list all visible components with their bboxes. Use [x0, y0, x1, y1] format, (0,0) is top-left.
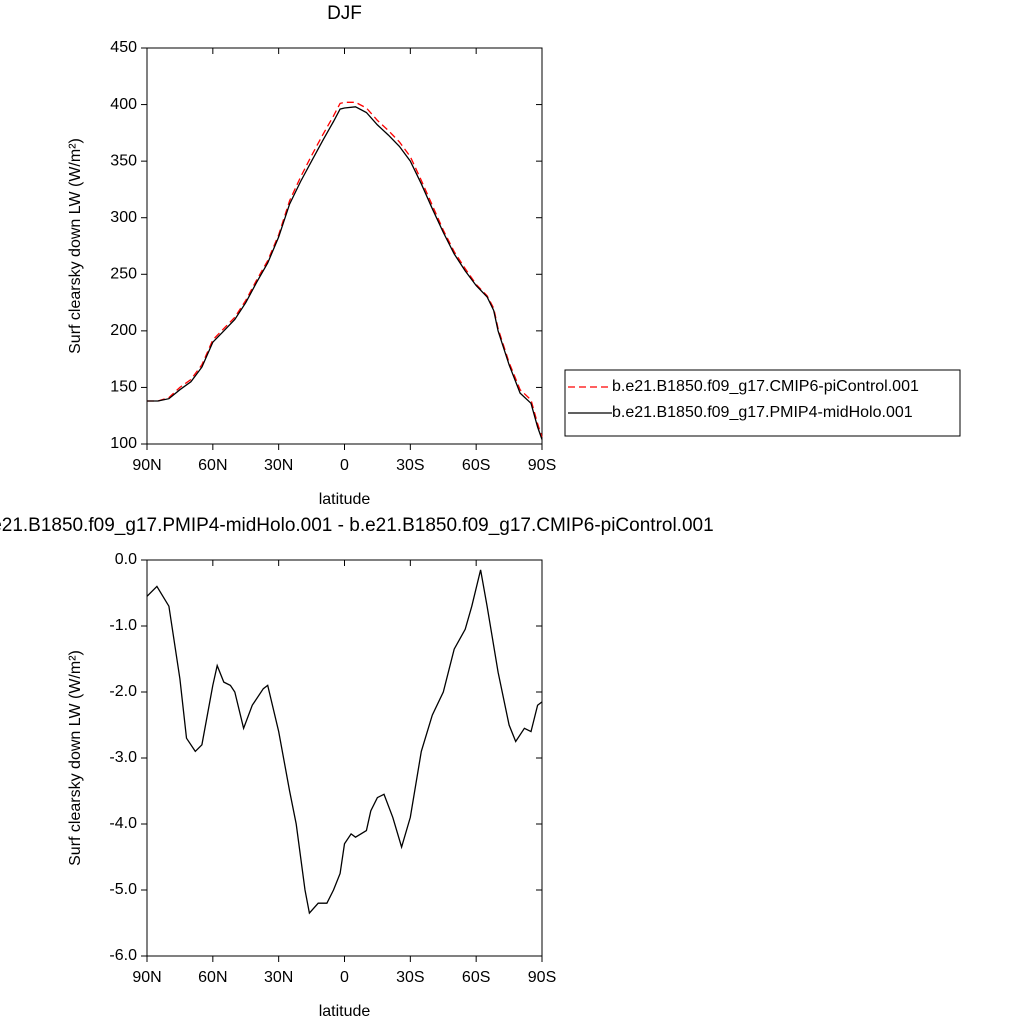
x-axis-label: latitude — [319, 491, 371, 508]
y-tick-label: 450 — [110, 39, 137, 56]
x-tick-label: 0 — [340, 969, 349, 986]
data-line — [146, 569, 543, 915]
y-tick-label: -3.0 — [109, 749, 137, 766]
chart-title: DJF — [327, 3, 362, 24]
data-line — [147, 101, 543, 438]
x-tick-label: 60N — [198, 969, 227, 986]
y-tick-label: 250 — [110, 266, 137, 283]
y-axis-label: Surf clearsky down LW (W/m²) — [67, 138, 84, 354]
y-axis-label: Surf clearsky down LW (W/m²) — [67, 650, 84, 866]
y-tick-label: 100 — [110, 435, 137, 452]
y-tick-label: 350 — [110, 152, 137, 169]
y-tick-label: -2.0 — [109, 683, 137, 700]
x-tick-label: 30S — [396, 969, 424, 986]
y-tick-label: -1.0 — [109, 617, 137, 634]
legend-label: b.e21.B1850.f09_g17.CMIP6-piControl.001 — [612, 378, 919, 395]
x-tick-label: 90N — [132, 969, 161, 986]
chart-title: b.e21.B1850.f09_g17.PMIP4-midHolo.001 - … — [0, 515, 714, 536]
legend-box — [564, 369, 961, 437]
y-tick-label: 0.0 — [115, 551, 137, 568]
x-tick-label: 30N — [264, 969, 293, 986]
x-tick-label: 90S — [528, 457, 556, 474]
y-tick-label: 150 — [110, 379, 137, 396]
data-line — [147, 106, 543, 440]
plot-frame — [146, 559, 543, 957]
x-axis-label: latitude — [319, 1003, 371, 1020]
x-tick-label: 30N — [264, 457, 293, 474]
x-tick-label: 90N — [132, 457, 161, 474]
y-tick-label: 200 — [110, 322, 137, 339]
y-tick-label: 300 — [110, 209, 137, 226]
legend-label: b.e21.B1850.f09_g17.PMIP4-midHolo.001 — [612, 404, 913, 421]
x-tick-label: 30S — [396, 457, 424, 474]
x-tick-label: 90S — [528, 969, 556, 986]
x-tick-label: 60S — [462, 969, 490, 986]
x-tick-label: 0 — [340, 457, 349, 474]
x-tick-label: 60S — [462, 457, 490, 474]
x-tick-label: 60N — [198, 457, 227, 474]
y-tick-label: -5.0 — [109, 881, 137, 898]
y-tick-label: -6.0 — [109, 947, 137, 964]
y-tick-label: 400 — [110, 96, 137, 113]
y-tick-label: -4.0 — [109, 815, 137, 832]
